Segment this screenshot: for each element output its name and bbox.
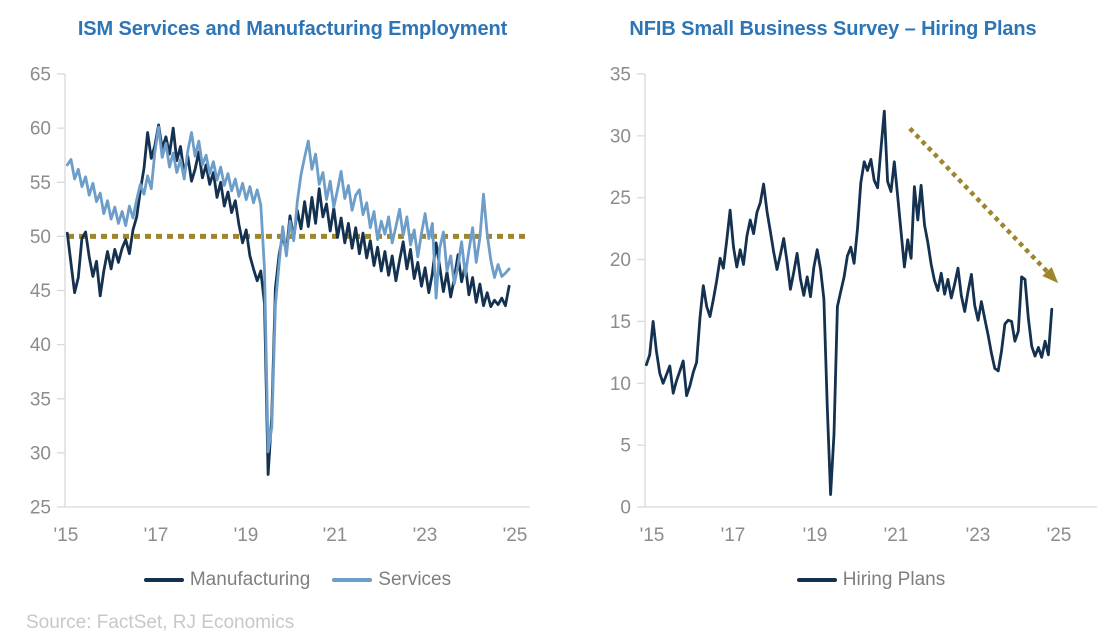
y-tick-label: 65	[30, 65, 51, 86]
nfib-legend: Hiring Plans	[645, 569, 1097, 591]
y-tick-label: 50	[30, 227, 51, 248]
y-tick-label: 30	[30, 443, 51, 464]
x-tick-label: '21	[323, 525, 348, 546]
y-tick-label: 45	[30, 281, 51, 302]
legend-item-manufacturing: Manufacturing	[143, 569, 311, 591]
services-line	[65, 125, 511, 454]
hiring-plans-line	[645, 109, 1054, 497]
y-tick-label: 25	[30, 498, 51, 519]
x-tick-label: '23	[966, 525, 991, 546]
x-tick-label: '19	[234, 525, 259, 546]
x-tick-label: '19	[803, 525, 828, 546]
x-tick-label: '17	[144, 525, 169, 546]
y-tick-label: 0	[620, 498, 631, 519]
hiring-plans-legend-label: Hiring Plans	[842, 569, 946, 590]
legend-item-hiring-plans: Hiring Plans	[796, 569, 946, 591]
x-tick-label: '21	[884, 525, 909, 546]
source-note: Source: FactSet, RJ Economics	[26, 612, 295, 633]
y-tick-label: 35	[610, 65, 631, 86]
manufacturing-line-swatch	[143, 578, 184, 582]
services-line-swatch	[332, 578, 373, 582]
y-tick-label: 60	[30, 119, 51, 140]
y-tick-label: 20	[610, 250, 631, 271]
x-tick-label: '15	[640, 525, 665, 546]
services-legend-label: Services	[378, 569, 452, 590]
manufacturing-line	[65, 123, 511, 476]
ism-legend: Manufacturing Services	[65, 569, 530, 591]
nfib-chart-title: NFIB Small Business Survey – Hiring Plan…	[629, 18, 1037, 40]
x-tick-label: '15	[54, 525, 79, 546]
x-tick-label: '25	[503, 525, 528, 546]
x-tick-label: '25	[1047, 525, 1072, 546]
y-tick-label: 25	[610, 188, 631, 209]
ism-employment-chart: 25 30 35 40 45 50 55 60 65 '15 '17 '19 '21 '23 '25	[30, 65, 530, 546]
y-tick-label: 5	[620, 436, 631, 457]
manufacturing-legend-label: Manufacturing	[189, 569, 311, 590]
legend-item-services: Services	[332, 569, 451, 591]
ism-chart-title: ISM Services and Manufacturing Employmen…	[77, 18, 508, 40]
y-tick-label: 15	[610, 312, 631, 333]
y-tick-label: 30	[610, 126, 631, 147]
y-tick-label: 40	[30, 335, 51, 356]
y-tick-label: 55	[30, 173, 51, 194]
x-tick-label: '23	[413, 525, 438, 546]
hiring-plans-line-swatch	[796, 578, 837, 582]
nfib-hiring-plans-chart: 0 5 10 15 20 25 30 35 '15 '17 '19 '21 '23 '25	[610, 65, 1097, 546]
trend-arrow-line	[908, 126, 1049, 274]
trend-arrowhead	[1042, 267, 1059, 284]
y-tick-label: 10	[610, 374, 631, 395]
x-tick-label: '17	[721, 525, 746, 546]
y-tick-label: 35	[30, 389, 51, 410]
